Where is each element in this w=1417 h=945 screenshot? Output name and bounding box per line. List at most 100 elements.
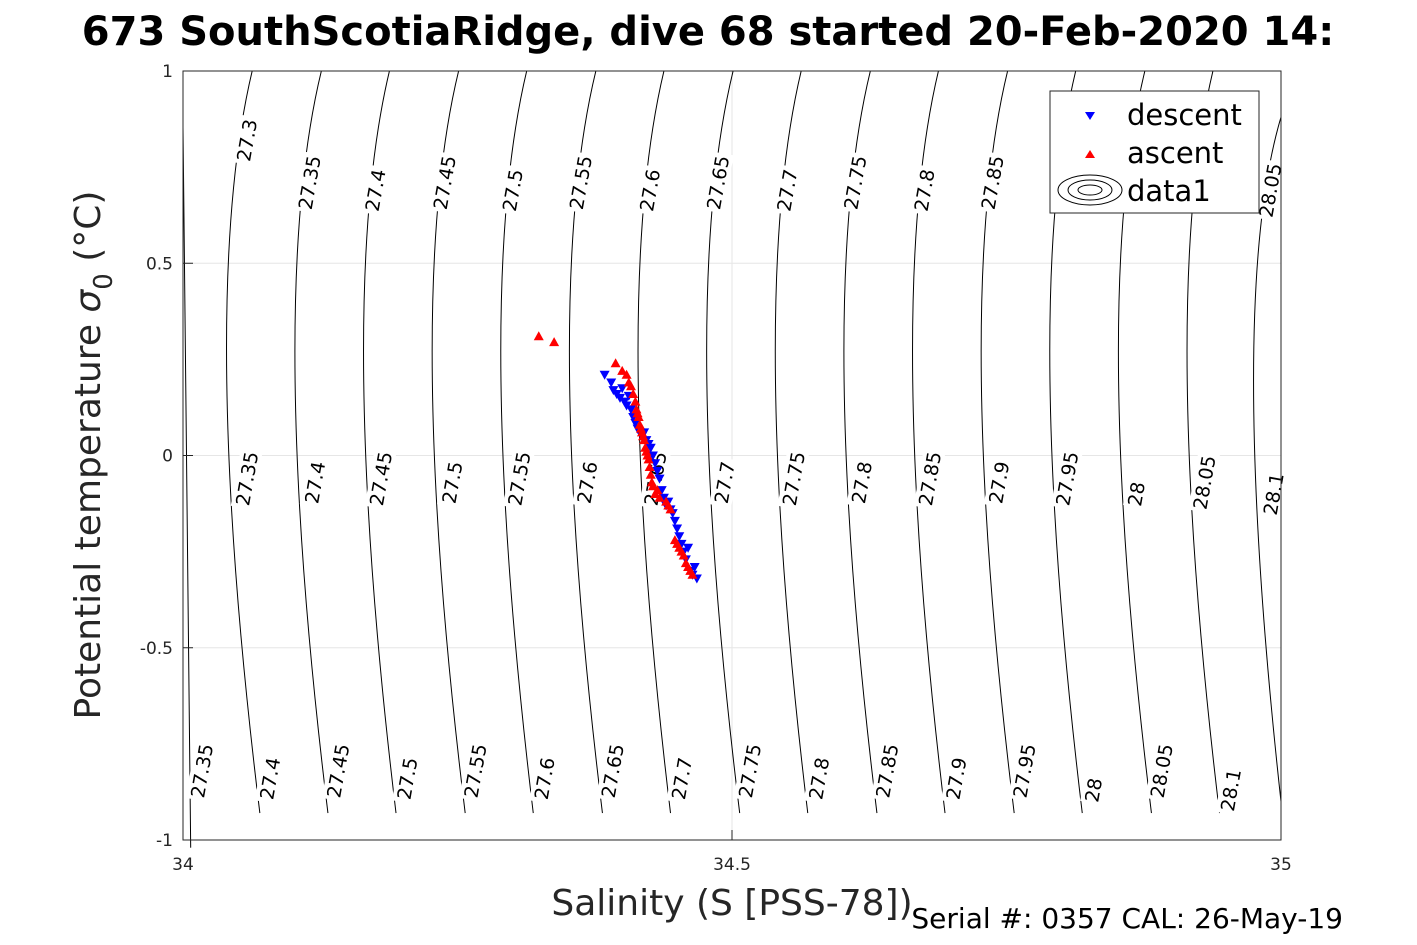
- y-tick-label-3: 0.5: [146, 254, 173, 274]
- contour-label-bg-30: [254, 752, 285, 805]
- contour-label-bg-35: [596, 739, 629, 802]
- contour-label-bg-26: [1122, 479, 1150, 509]
- contour-label-bg-8: [771, 164, 802, 216]
- contour-label-bg-0: [231, 114, 262, 166]
- ascent-point-4: [621, 369, 632, 379]
- ascent-point-11: [633, 412, 644, 422]
- contour-label-43: 28.05: [1145, 739, 1178, 802]
- contour-label-42: 28: [1080, 775, 1107, 805]
- legend-box: [1049, 90, 1260, 214]
- descent-point-21: [652, 466, 663, 476]
- ascent-point-21: [644, 462, 655, 472]
- contour-label-text-26: 28: [1124, 480, 1150, 508]
- descent-point-0: [599, 370, 610, 380]
- density-contour-line-4: [431, 70, 466, 814]
- contour-label-bg-31: [321, 739, 354, 802]
- density-contour-line-8: [706, 70, 741, 814]
- descent-point-20: [650, 459, 661, 469]
- contour-label-bg-13: [230, 447, 263, 510]
- axis-ticks: 34 34.5 35 -1 -0.5 0 0.5 1: [140, 62, 1292, 875]
- contour-label-bg-14: [299, 456, 330, 508]
- contour-label-bg-6: [634, 164, 665, 216]
- legend-descent-marker: [1085, 112, 1095, 120]
- legend-data1-contour-icon: [1057, 174, 1123, 206]
- contour-label-bg-5: [564, 151, 597, 214]
- contour-label-bg-29: [185, 739, 218, 802]
- contour-label-bg-21: [777, 447, 810, 510]
- density-contour-line-2: [294, 70, 329, 814]
- contour-label-bg-24: [983, 456, 1014, 508]
- descent-point-11: [630, 418, 641, 428]
- ascent-point-2: [610, 358, 621, 368]
- density-contour-line-10: [843, 70, 878, 814]
- contour-label-bg-20: [709, 456, 740, 508]
- chart-title: 673 SouthScotiaRidge, dive 68 started 20…: [82, 9, 1334, 55]
- contour-label-bg-33: [459, 739, 492, 802]
- x-axis-label: Salinity (S [PSS-78]): [551, 883, 912, 924]
- descent-point-9: [625, 405, 636, 415]
- ascent-point-16: [639, 435, 650, 445]
- contour-label-bg-22: [846, 456, 877, 508]
- contour-label-bg-27: [1188, 451, 1221, 514]
- density-contour-line-6: [568, 70, 603, 814]
- ascent-point-6: [625, 381, 636, 391]
- density-contour-line-12: [980, 70, 1015, 814]
- x-tick-label-0: 34: [172, 855, 194, 875]
- y-tick-label-0: -1: [156, 831, 173, 851]
- descent-point-32: [676, 539, 687, 549]
- descent-point-29: [669, 516, 680, 526]
- y-tick-label-4: 1: [162, 62, 173, 82]
- descent-point-30: [672, 524, 683, 534]
- contour-label-bg-34: [529, 752, 560, 805]
- ascent-point-0: [533, 331, 544, 341]
- contour-label-bg-12: [1254, 159, 1286, 222]
- ascent-point-8: [630, 396, 641, 406]
- ascent-point-27: [654, 492, 665, 502]
- contour-label-bg-2: [360, 164, 391, 216]
- ascent-point-1: [549, 337, 560, 347]
- descent-point-35: [683, 543, 694, 553]
- contour-label-bg-15: [364, 447, 397, 510]
- serial-cal-footer: Serial #: 0357 CAL: 26-May-19: [911, 902, 1343, 935]
- legend-ascent-marker: [1085, 150, 1095, 158]
- contour-label-bg-41: [1008, 739, 1041, 802]
- contour-label-bg-9: [839, 151, 871, 214]
- contour-label-bg-37: [733, 739, 766, 802]
- contour-label-20: 27.7: [709, 456, 740, 508]
- descent-point-19: [647, 451, 658, 461]
- ascent-point-30: [665, 504, 676, 514]
- contour-label-41: 27.95: [1008, 739, 1041, 802]
- contour-label-26: 28: [1122, 479, 1150, 509]
- contour-label-bg-4: [497, 164, 528, 216]
- data-series: [533, 331, 702, 584]
- ascent-point-3: [617, 365, 628, 375]
- descent-point-31: [674, 532, 685, 542]
- contour-label-bg-7: [701, 151, 734, 214]
- contour-label-bg-16: [437, 456, 468, 508]
- ascent-point-35: [678, 550, 689, 560]
- contour-label-bg-1: [293, 151, 326, 214]
- legend-ascent-label: ascent: [1127, 136, 1223, 170]
- contour-label-22: 27.8: [846, 456, 877, 508]
- ascent-point-7: [628, 388, 639, 398]
- contour-label-bg-10: [909, 164, 940, 216]
- contour-label-text-42: 28: [1081, 776, 1107, 804]
- density-contour-line-11: [912, 70, 946, 814]
- density-contour-line-9: [774, 70, 809, 814]
- x-tick-label-2: 35: [1270, 855, 1292, 875]
- contour-label-16: 27.5: [437, 456, 468, 508]
- descent-point-22: [654, 474, 665, 484]
- descent-point-5: [617, 384, 628, 394]
- descent-point-1: [606, 378, 617, 388]
- legend-descent-label: descent: [1127, 98, 1242, 132]
- contour-label-bg-43: [1145, 739, 1178, 802]
- contour-label-bg-42: [1080, 775, 1107, 805]
- contour-label-bg-23: [913, 447, 946, 510]
- x-tick-label-1: 34.5: [713, 855, 751, 875]
- descent-point-38: [689, 563, 700, 573]
- ascent-point-22: [645, 469, 656, 479]
- contour-label-bg-11: [976, 151, 1009, 214]
- legend-data1-label: data1: [1127, 174, 1211, 208]
- contour-label-bg-40: [940, 752, 971, 805]
